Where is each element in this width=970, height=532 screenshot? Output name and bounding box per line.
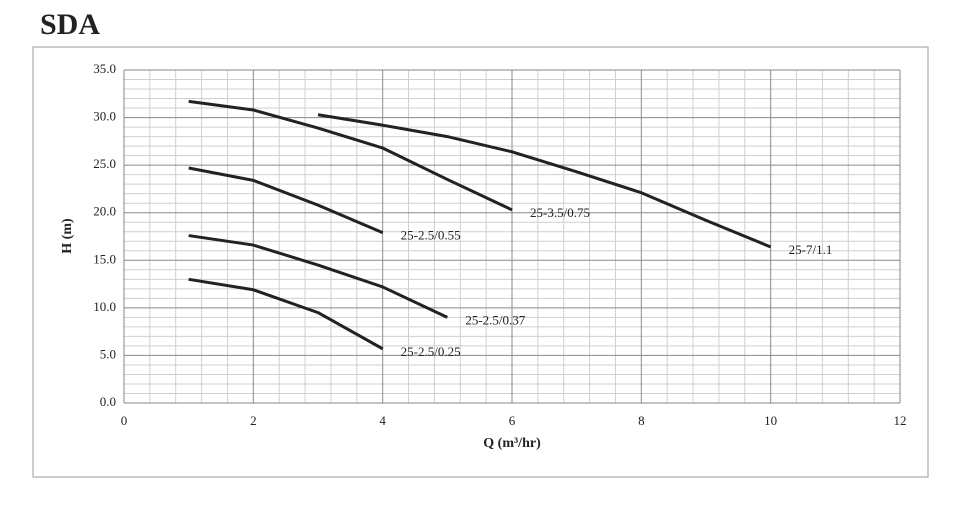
x-axis-title: Q (m³/hr) [483, 436, 541, 451]
series-line [188, 166, 384, 235]
series-line [188, 277, 384, 351]
x-tick-label: 2 [250, 413, 257, 428]
series-label: 25-2.5/0.37 [465, 312, 525, 327]
y-tick-label: 20.0 [93, 204, 116, 219]
y-axis-title: H (m) [60, 218, 75, 254]
series-line [317, 113, 772, 249]
x-tick-label: 6 [509, 413, 516, 428]
y-tick-label: 35.0 [93, 61, 116, 76]
x-tick-label: 12 [894, 413, 907, 428]
y-tick-label: 5.0 [100, 346, 116, 361]
series-label: 25-2.5/0.25 [401, 344, 461, 359]
x-tick-label: 8 [638, 413, 645, 428]
series-label: 25-7/1.1 [789, 242, 833, 257]
y-tick-label: 0.0 [100, 394, 116, 409]
x-tick-label: 4 [379, 413, 386, 428]
y-tick-label: 15.0 [93, 251, 116, 266]
series-label: 25-2.5/0.55 [401, 228, 461, 243]
series-label: 25-3.5/0.75 [530, 205, 590, 220]
y-tick-label: 30.0 [93, 109, 116, 124]
series-line [188, 234, 448, 319]
y-tick-label: 25.0 [93, 156, 116, 171]
chart-frame [32, 46, 929, 478]
chart-title: SDA [40, 8, 100, 41]
x-tick-label: 0 [121, 413, 128, 428]
y-tick-label: 10.0 [93, 299, 116, 314]
series-line [188, 99, 513, 212]
x-tick-label: 10 [764, 413, 777, 428]
